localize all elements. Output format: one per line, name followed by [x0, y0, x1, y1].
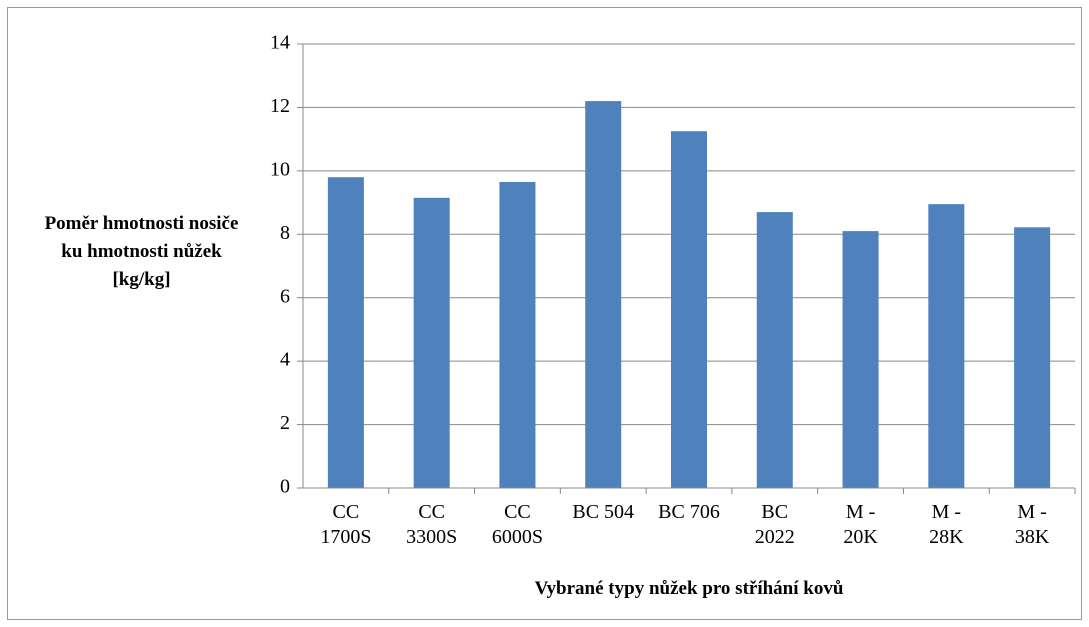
x-tick-label: BC 2022 [754, 501, 795, 548]
x-tick-label: BC 504 [572, 501, 635, 523]
y-axis-title: Poměr hmotnosti nosiče ku hmotnosti nůže… [44, 213, 239, 290]
bar [928, 204, 965, 488]
x-tick-label: CC 3300S [406, 501, 458, 548]
bar [756, 212, 793, 489]
x-tick-label: CC 1700S [320, 501, 372, 548]
bar [327, 177, 364, 488]
y-tick-label: 4 [280, 349, 290, 371]
y-tick-label: 0 [280, 476, 290, 498]
bar [585, 101, 622, 488]
x-tick-label: M - 20K [843, 501, 878, 548]
x-tick-label: M - 38K [1014, 501, 1050, 548]
bar [842, 231, 879, 488]
x-tick-label: CC 6000S [491, 501, 543, 548]
y-tick-label: 8 [280, 222, 290, 244]
x-tick-label: M - 28K [929, 501, 964, 548]
x-tick-label: BC 706 [658, 501, 720, 523]
y-tick-label: 2 [280, 412, 290, 434]
x-axis-title: Vybrané typy nůžek pro stříhání kovů [534, 578, 844, 599]
bar [670, 131, 708, 488]
y-tick-label: 10 [270, 158, 290, 180]
bar [413, 197, 450, 489]
y-tick-label: 14 [270, 32, 290, 54]
bar [1014, 227, 1051, 488]
chart-border [7, 7, 1082, 620]
y-tick-label: 6 [280, 285, 290, 307]
y-tick-label: 12 [270, 95, 290, 117]
bar [499, 181, 536, 488]
